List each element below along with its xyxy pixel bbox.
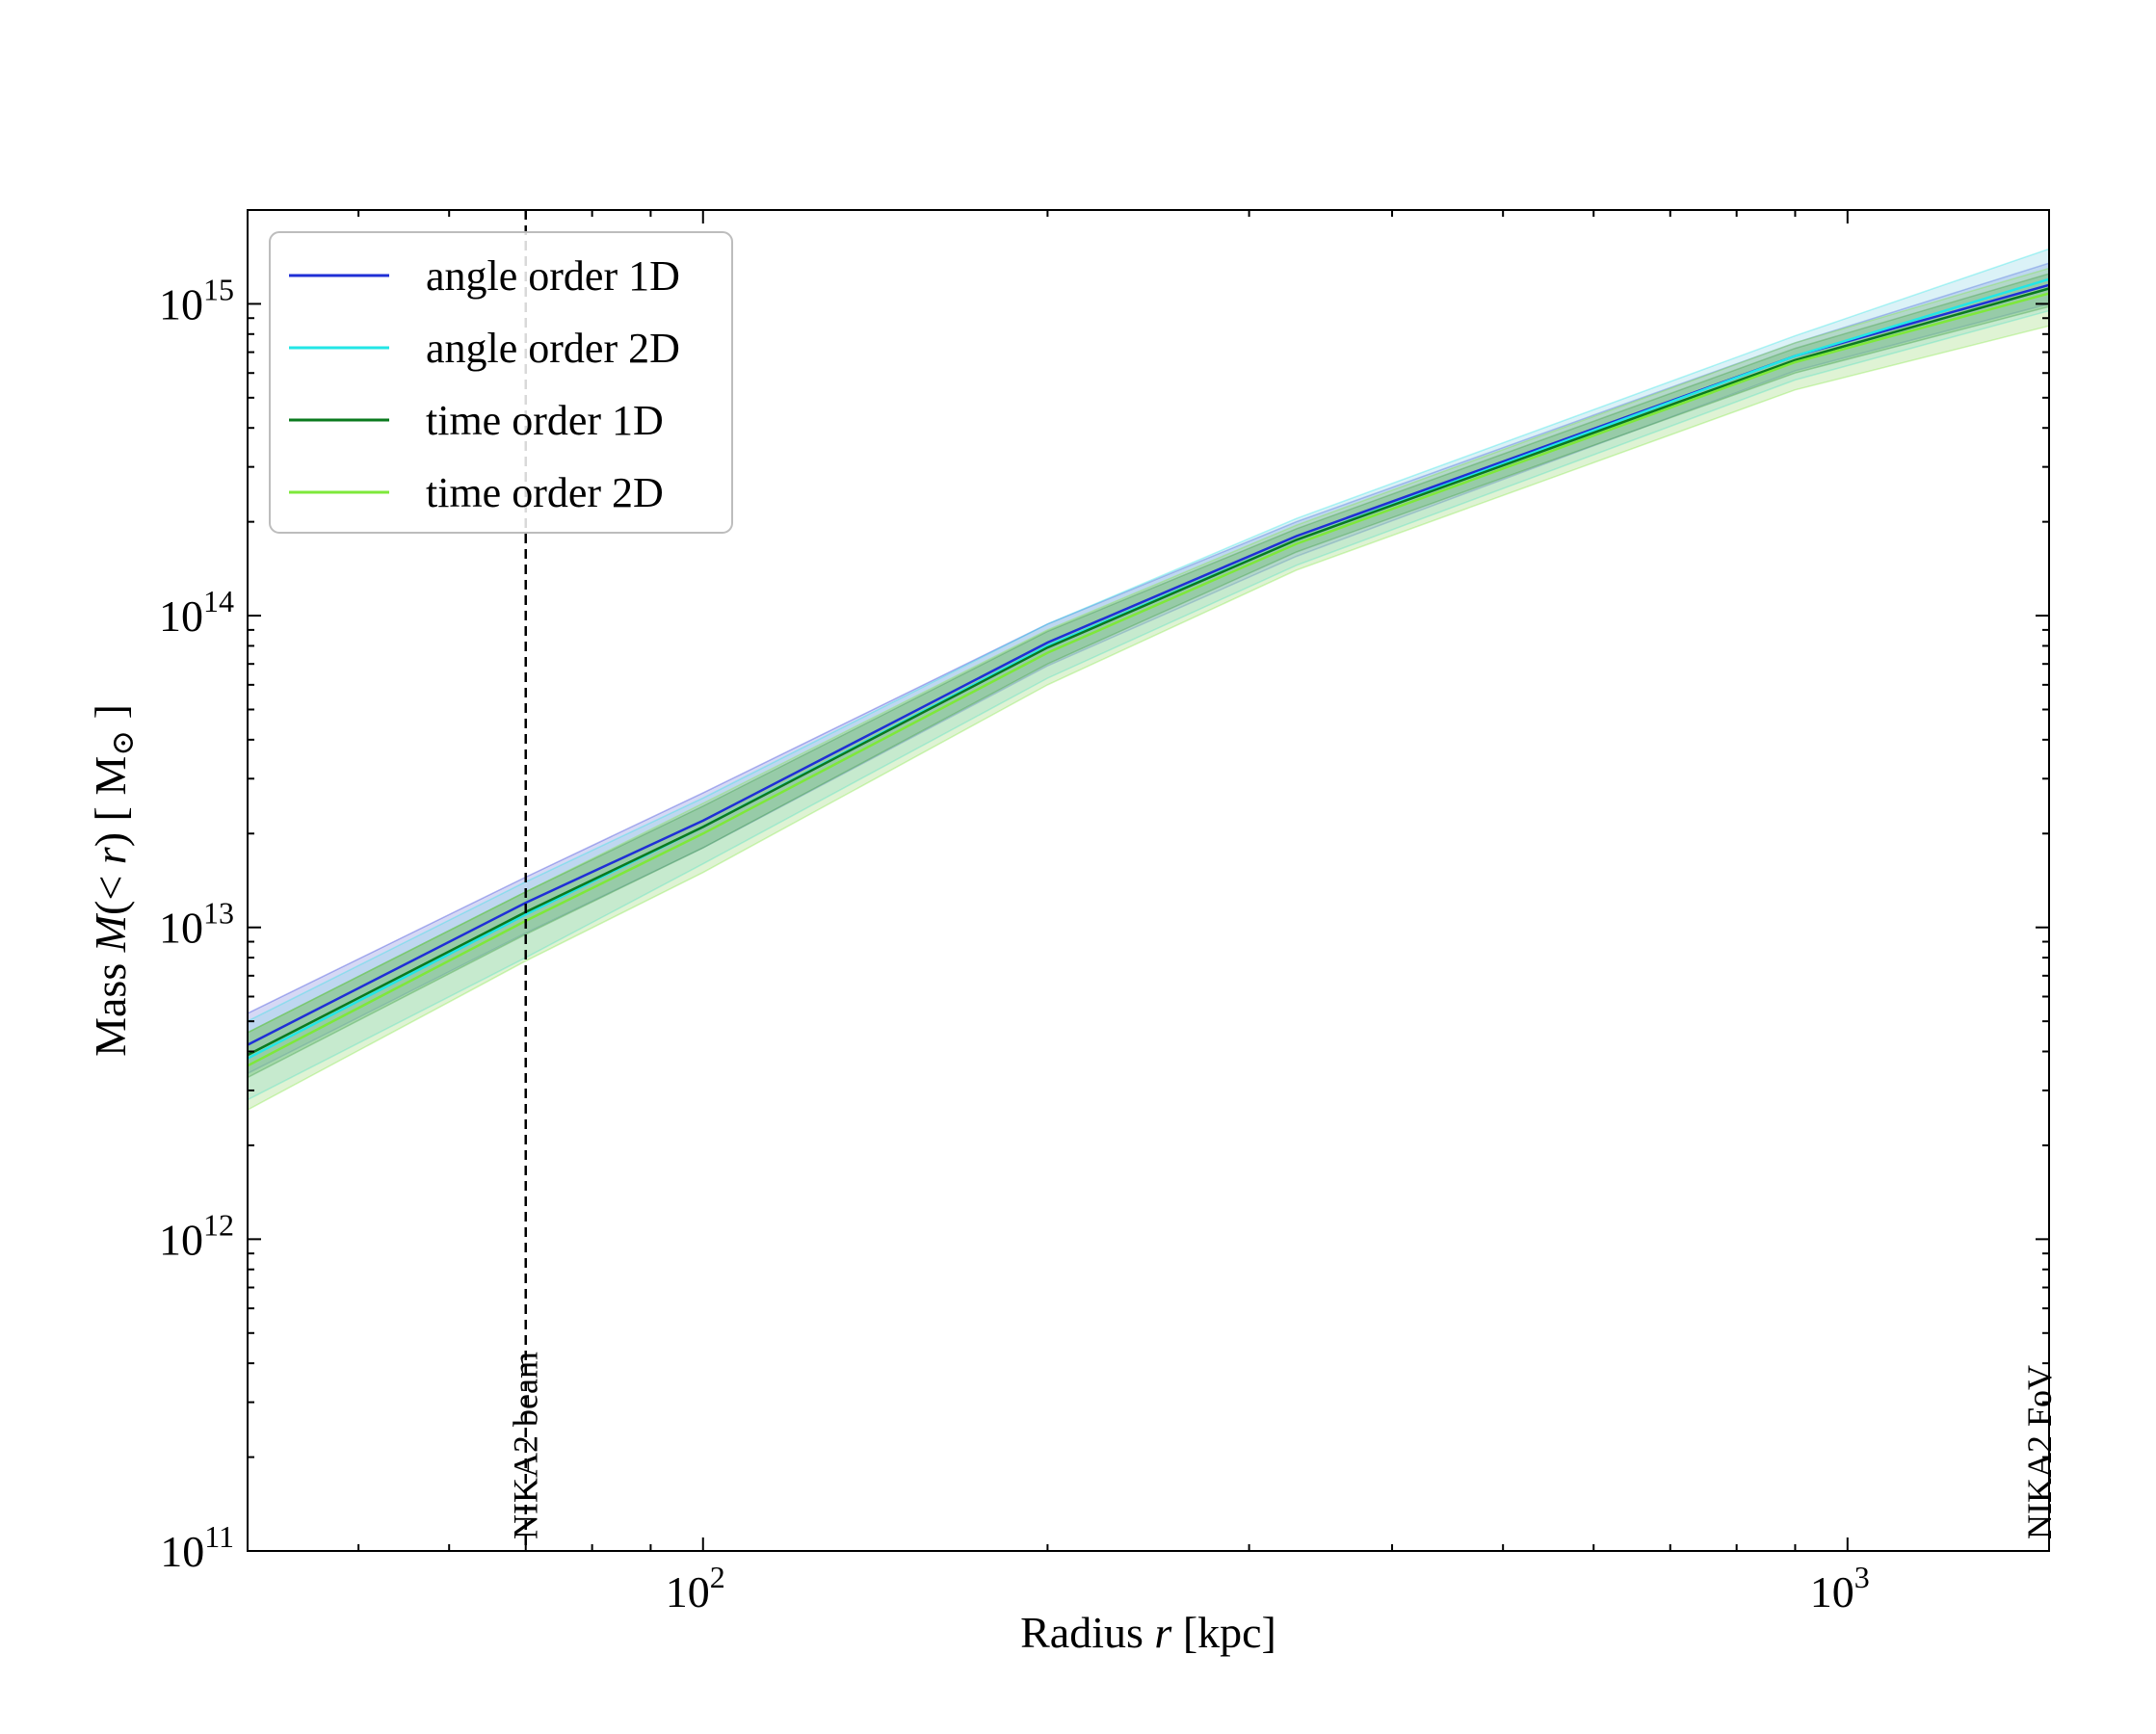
x-axis-label: Radius r [kpc]	[1020, 1608, 1276, 1657]
y-tick-label-2: 1012	[159, 1207, 234, 1264]
axis-ticks	[247, 209, 2049, 1552]
legend-label-2: angle order 2D	[426, 325, 680, 372]
y-tick-label-5: 1015	[159, 272, 234, 328]
x-tick-label-1: 102	[666, 1560, 725, 1616]
y-tick-label-4: 1014	[159, 584, 234, 641]
annotation-label-2: NIKA2 FoV	[2020, 1365, 2059, 1539]
tick-labels: 102 103 1011 1012 1013 1014 1015	[159, 272, 1870, 1616]
y-tick-label-3: 1013	[159, 896, 234, 953]
x-tick-label-2: 103	[1810, 1560, 1870, 1616]
y-axis-label: Mass M(< r) [ M⊙ ]	[86, 704, 140, 1057]
annotation-label-1: NIKA2 beam	[507, 1352, 545, 1539]
legend: angle order 1D angle order 2D time order 1…	[269, 231, 733, 534]
series-lines	[247, 277, 2050, 1067]
legend-label-1: angle order 1D	[426, 252, 680, 300]
line-series-2	[247, 277, 2050, 1060]
plot-frame	[247, 209, 2050, 1552]
legend-label-3: time order 1D	[426, 397, 664, 444]
annotations: NIKA2 beam NIKA2 FoV	[507, 210, 2059, 1551]
legend-label-4: time order 2D	[426, 469, 664, 516]
legend-box	[269, 231, 733, 534]
y-tick-label-1: 1011	[160, 1519, 234, 1576]
